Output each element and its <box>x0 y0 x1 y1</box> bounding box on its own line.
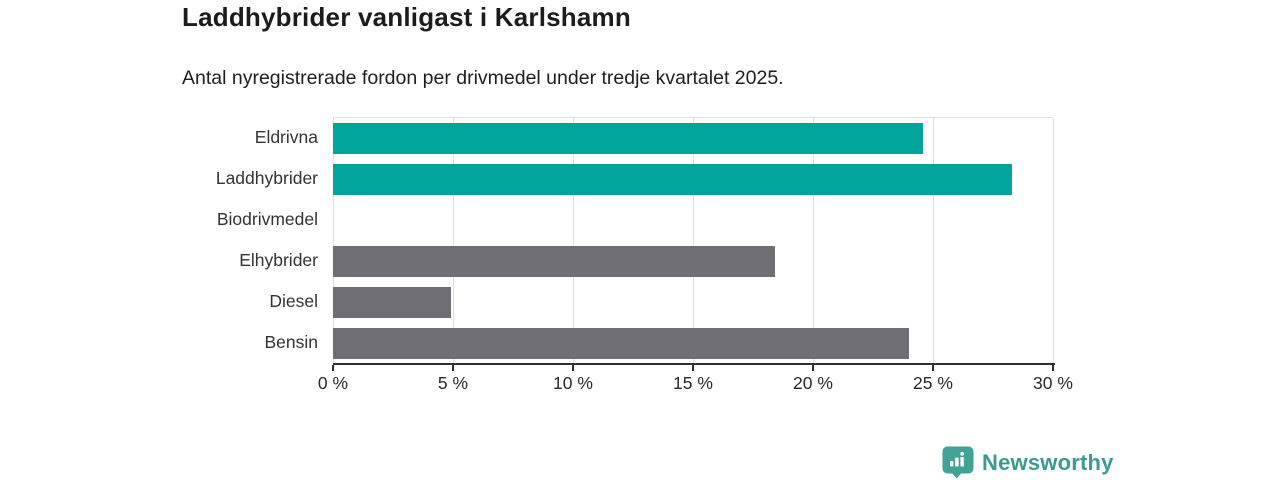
category-label: Elhybrider <box>239 250 318 270</box>
gridline <box>692 118 694 364</box>
bar-laddhybrider <box>333 164 1013 195</box>
y-axis-labels: Eldrivna Laddhybrider Biodrivmedel Elhybrid… <box>0 117 318 363</box>
gridline <box>452 118 454 364</box>
x-tick <box>332 365 334 371</box>
gridline <box>932 118 934 364</box>
bar-diesel <box>333 287 451 318</box>
category-label: Biodrivmedel <box>216 209 318 229</box>
x-tick <box>692 365 694 371</box>
gridline <box>332 118 334 364</box>
brand-name: Newsworthy <box>982 449 1114 475</box>
x-tick-label: 20 % <box>793 373 833 393</box>
bar-elhybrider <box>333 246 775 277</box>
chart-title: Laddhybrider vanligast i Karlshamn <box>182 2 631 32</box>
category-label: Diesel <box>269 291 318 311</box>
category-label: Bensin <box>264 332 318 352</box>
x-tick <box>932 365 934 371</box>
chart-subtitle: Antal nyregistrerade fordon per drivmede… <box>182 67 784 89</box>
bar-chart-badge-icon <box>942 446 974 479</box>
category-label: Eldrivna <box>254 127 318 147</box>
bar-eldrivna <box>333 123 924 154</box>
bar-bensin <box>333 328 909 359</box>
x-tick-label: 10 % <box>553 373 593 393</box>
x-tick <box>1052 365 1054 371</box>
gridline <box>572 118 574 364</box>
gridline <box>1052 118 1054 364</box>
category-label: Laddhybrider <box>215 168 318 188</box>
x-tick <box>812 365 814 371</box>
gridline <box>812 118 814 364</box>
brand-link[interactable]: Newsworthy <box>942 446 1114 479</box>
x-axis-line <box>333 363 1055 365</box>
x-tick-label: 25 % <box>913 373 953 393</box>
x-tick <box>572 365 574 371</box>
x-tick-label: 0 % <box>317 373 349 393</box>
x-tick-label: 30 % <box>1033 373 1073 393</box>
plot-area <box>332 117 1054 364</box>
x-tick <box>452 365 454 371</box>
x-tick-label: 5 % <box>437 373 469 393</box>
x-tick-label: 15 % <box>673 373 713 393</box>
